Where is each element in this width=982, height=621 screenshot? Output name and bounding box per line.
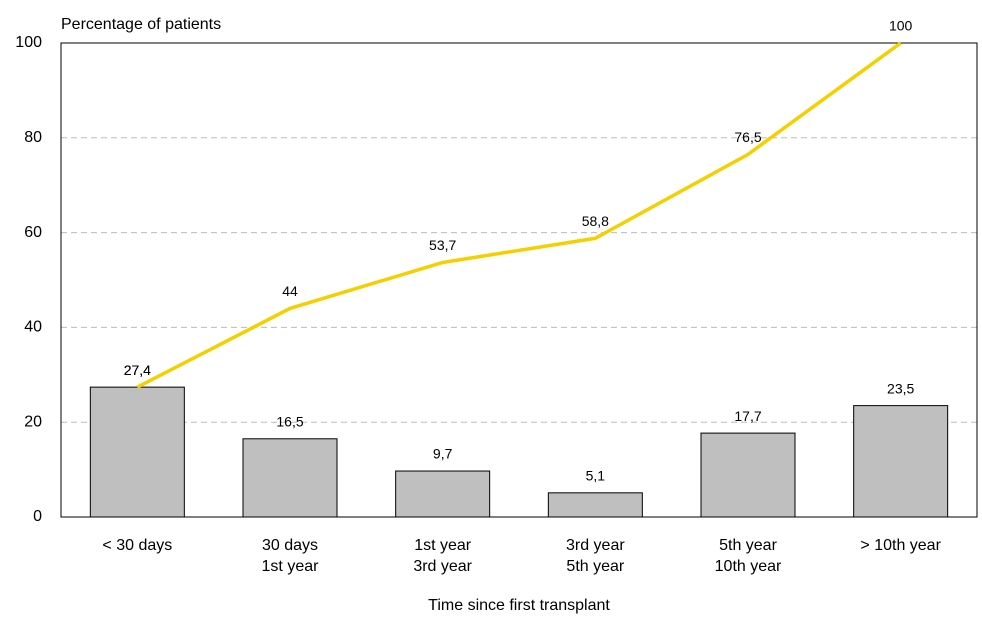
x-axis-title: Time since first transplant (428, 597, 610, 614)
x-tick-line: 5th year (719, 537, 777, 554)
y-axis-title: Percentage of patients (61, 16, 221, 33)
bar (853, 405, 949, 518)
x-tick-line: 1st year (414, 537, 472, 554)
plot-frame (60, 42, 978, 518)
x-tick-label: 3rd year 5th year (566, 537, 625, 575)
y-tick-label: 0 (33, 508, 42, 525)
bar-value-label: 16,5 (276, 413, 303, 429)
bar-value-label: 17,7 (734, 408, 761, 424)
line-value-label: 58,8 (582, 213, 609, 229)
bar (89, 386, 185, 518)
bar-value-label: 27,4 (124, 362, 151, 378)
x-tick-label: 1st year 3rd year (413, 537, 472, 575)
line-value-label: 44 (282, 283, 298, 299)
x-tick-label: 5th year 10th year (715, 537, 782, 575)
line-value-label: 100 (889, 18, 913, 34)
y-tick-label: 40 (24, 319, 42, 336)
x-tick-line: 3rd year (413, 558, 472, 575)
y-tick-label: 60 (24, 224, 42, 241)
x-tick-label: < 30 days (102, 537, 172, 554)
line-value-label: 53,7 (429, 237, 456, 253)
y-tick-label: 100 (15, 34, 42, 51)
x-tick-line: > 10th year (860, 537, 941, 554)
x-tick-label: 30 days 1st year (262, 537, 320, 575)
x-tick-line: 3rd year (566, 537, 625, 554)
line (136, 41, 902, 389)
y-tick-label: 20 (24, 413, 42, 430)
bar-value-label: 23,5 (887, 380, 914, 396)
bar (700, 432, 796, 518)
bar (242, 438, 338, 518)
y-tick-label: 80 (24, 129, 42, 146)
bar (395, 470, 491, 518)
x-tick-line: < 30 days (102, 537, 172, 554)
x-tick-line: 1st year (262, 558, 320, 575)
line-value-label: 76,5 (734, 129, 761, 145)
bar-value-label: 5,1 (586, 468, 606, 484)
x-tick-line: 5th year (566, 558, 624, 575)
bar-value-label: 9,7 (433, 446, 453, 462)
line-value-label: 27,4 (124, 362, 151, 378)
bar (547, 492, 643, 518)
x-tick-line: 10th year (715, 558, 782, 575)
x-tick-line: 30 days (262, 537, 318, 554)
x-tick-label: > 10th year (860, 537, 941, 554)
